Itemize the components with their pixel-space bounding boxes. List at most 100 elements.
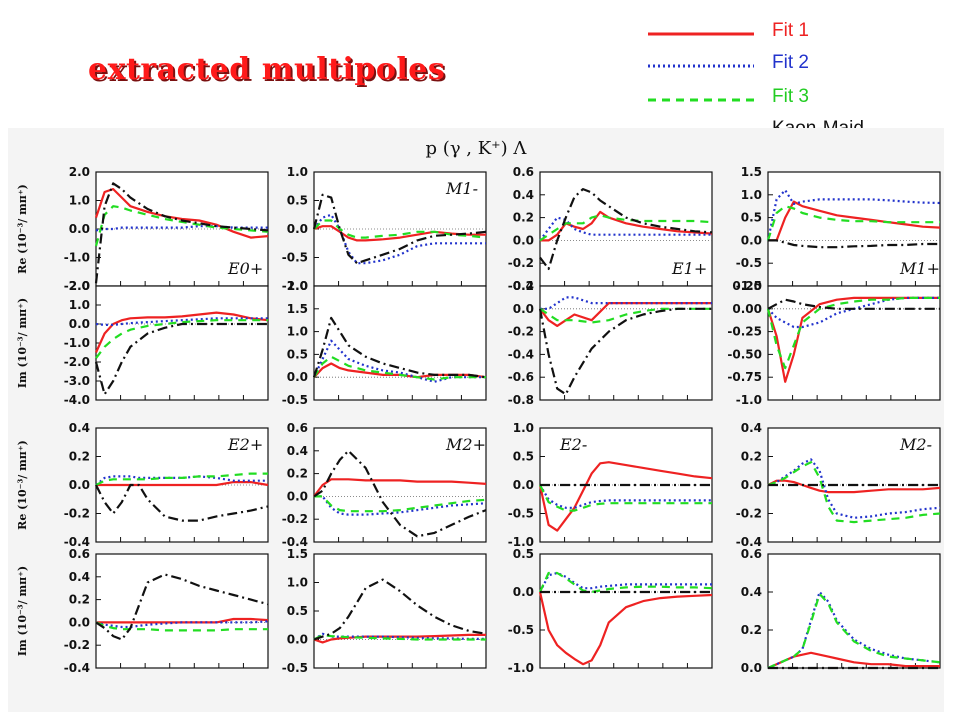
y-tick-label: 0.4 [69, 570, 90, 584]
y-tick-label: 0.0 [513, 585, 534, 599]
y-tick-label: -1.0 [736, 393, 762, 407]
y-tick-label: -3.0 [64, 374, 90, 388]
y-tick-label: -0.5 [282, 251, 308, 265]
y-tick-label: 0.2 [69, 593, 90, 607]
y-tick-label: 1.0 [287, 325, 308, 339]
series-kaon-maid [94, 182, 269, 284]
y-tick-label: 1.0 [69, 298, 90, 312]
series-kaon-maid [95, 483, 269, 522]
panel-frame [539, 285, 713, 401]
panel-m1-im: 2.0 1.5 1.0 0.5 0.0 -0.5 [282, 279, 487, 407]
series-fit-3 [314, 495, 487, 513]
figure-panel: p (γ , K⁺) Λ Re (10⁻³/ mπ⁺) Im (10⁻³/ mπ⁺)… [8, 128, 944, 712]
series-fit-3 [313, 219, 487, 239]
multipole-label: M1+ [899, 259, 940, 278]
y-tick-label: -0.4 [508, 279, 534, 293]
legend-item-fit-3: Fit 3 [646, 86, 946, 114]
series-kaon-maid [312, 193, 487, 265]
y-tick-label: -0.5 [736, 256, 762, 270]
y-tick-label: -0.2 [282, 512, 308, 526]
multipole-label: E0+ [227, 259, 263, 278]
legend-line-fit-1 [648, 32, 754, 36]
y-tick-label: -0.2 [64, 507, 90, 521]
y-tick-label: 0.0 [69, 615, 90, 629]
y-tick-label: -0.5 [282, 393, 308, 407]
y-tick-label: 0.4 [513, 188, 534, 202]
y-tick-label: 0.0 [69, 222, 90, 236]
panel-frame [313, 427, 487, 543]
y-tick-label: 1.0 [287, 165, 308, 179]
y-tick-label: 2.0 [287, 279, 308, 293]
series-fit-1 [768, 200, 941, 242]
y-tick-label: -0.8 [508, 393, 534, 407]
panel-m2-re: 0.4 0.2 0.0 -0.2 -0.4 M2- [736, 421, 941, 549]
panel-frame [313, 553, 487, 669]
series-fit-3 [538, 571, 713, 594]
legend-item-fit-1: Fit 1 [646, 20, 946, 48]
panel-e2-re: 0.4 0.2 0.0 -0.2 -0.4 E2+ [64, 421, 269, 549]
panel-m2-im: 1.5 1.0 0.5 0.0 -0.5 [282, 547, 487, 675]
reaction-label: p (γ , K⁺) Λ [426, 138, 528, 159]
y-tick-label: 0.2 [287, 467, 308, 481]
y-tick-label: 0.5 [513, 547, 534, 561]
series-fit-3 [313, 633, 486, 641]
panel-frame [767, 553, 941, 669]
y-tick-label: 0.5 [741, 211, 762, 225]
series-fit-2 [539, 216, 712, 242]
series-fit-2 [313, 632, 486, 641]
y-tick-label: -0.5 [508, 623, 534, 637]
panel-frame [539, 171, 713, 287]
y-tick-label: 0.0 [287, 222, 308, 236]
legend-label-fit-2: Fit 2 [772, 52, 809, 73]
y-tick-label: 0.6 [69, 547, 90, 561]
series-kaon-maid [767, 298, 940, 310]
y-tick-label: 0.2 [741, 450, 762, 464]
series-kaon-maid [312, 316, 487, 379]
y-tick-label: 0.0 [69, 317, 90, 331]
y-tick-label: 0.4 [69, 421, 90, 435]
panel-e0-re: 2.0 1.0 0.0 -1.0 -2.0 E0+ [64, 165, 269, 293]
y-tick-label: 1.5 [287, 302, 308, 316]
panel-m1-re: 1.5 1.0 0.5 0.0 -0.5 -1.0 M1+ [736, 165, 941, 293]
y-tick-label: 0.6 [287, 421, 308, 435]
y-tick-label: 1.0 [741, 188, 762, 202]
y-tick-label: 0.0 [287, 633, 308, 647]
y-tick-label: 0.0 [513, 478, 534, 492]
y-tick-label: -1.0 [282, 279, 308, 293]
y-tick-label: -0.2 [508, 256, 534, 270]
y-tick-label: 0.2 [513, 279, 534, 293]
y-tick-label: -0.4 [64, 535, 90, 549]
legend-item-fit-2: Fit 2 [646, 52, 946, 80]
series-fit-1 [766, 296, 940, 383]
row-label: Re (10⁻³/ mπ⁺) [16, 440, 29, 530]
series-fit-3 [94, 205, 269, 247]
y-tick-label: 1.5 [741, 165, 762, 179]
panel-e2-re: 1.0 0.5 0.0 -0.5 -1.0 E2- [508, 421, 713, 549]
y-tick-label: -0.4 [64, 661, 90, 675]
series-fit-2 [95, 475, 268, 486]
y-tick-label: 0.25 [732, 279, 762, 293]
series-kaon-maid [768, 239, 940, 249]
y-tick-label: -0.25 [727, 325, 762, 339]
series-fit-1 [96, 481, 269, 487]
y-tick-label: -1.0 [736, 279, 762, 293]
y-tick-label: 0.0 [513, 233, 534, 247]
y-tick-label: -1.0 [64, 336, 90, 350]
y-tick-label: 1.0 [287, 576, 308, 590]
y-tick-label: -0.5 [282, 661, 308, 675]
series-fit-3 [766, 296, 940, 370]
y-tick-label: -2.0 [64, 355, 90, 369]
y-tick-label: 0.0 [741, 478, 762, 492]
series-fit-2 [95, 620, 269, 629]
series-fit-3 [539, 484, 712, 512]
y-tick-label: 0.2 [513, 211, 534, 225]
legend-line-fit-2 [648, 64, 754, 68]
row-label: Im (10⁻³/ mπ⁺) [16, 566, 29, 656]
y-tick-label: 1.5 [287, 547, 308, 561]
panel-e1-re: 0.6 0.4 0.2 0.0 -0.2 -0.4 E1+ [508, 165, 713, 293]
multipole-label: E2+ [227, 435, 263, 454]
panel-e1-im: 0.2 0.0 -0.2 -0.4 -0.6 -0.8 [508, 279, 713, 407]
series-fit-3 [95, 472, 268, 486]
panel-m2-im: 0.6 0.4 0.2 0.0 [741, 547, 941, 675]
series-fit-1 [313, 478, 487, 498]
